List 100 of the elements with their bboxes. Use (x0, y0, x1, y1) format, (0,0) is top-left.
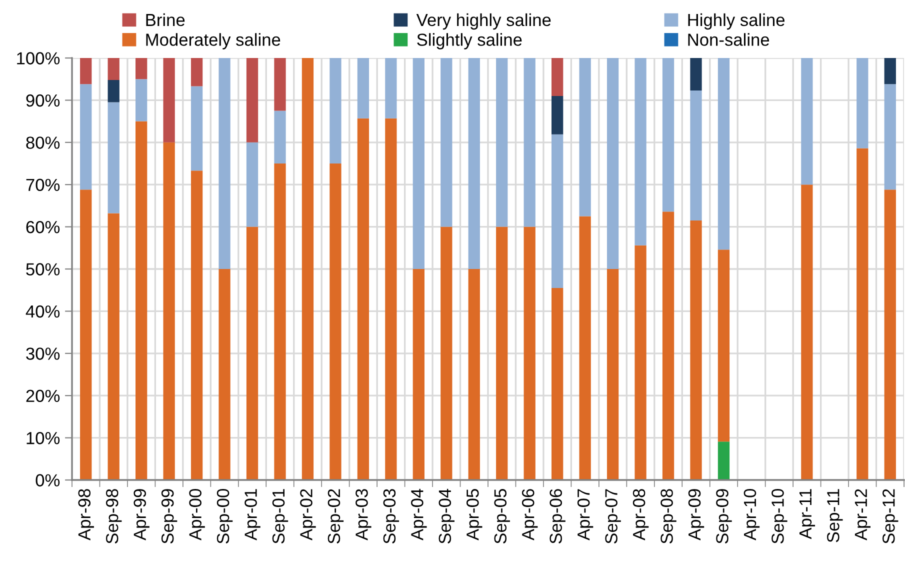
bar (606, 269, 619, 480)
bar (218, 269, 230, 480)
bar (274, 58, 286, 111)
bar (246, 58, 258, 142)
bar (662, 212, 674, 480)
y-tick-label: 100% (17, 52, 60, 64)
y-tick-label: 20% (26, 390, 60, 402)
bar (856, 148, 868, 480)
y-tick-label: 0% (36, 474, 60, 486)
bar (108, 58, 120, 80)
x-tick-label: Sep-02 (328, 489, 344, 544)
x-tick-label: Apr-99 (134, 489, 150, 540)
x-tick-label: Apr-02 (300, 489, 316, 540)
x-tick-label: Sep-05 (494, 489, 510, 544)
bar (190, 86, 203, 171)
bar (190, 58, 203, 86)
x-tick-label: Sep-10 (772, 489, 788, 544)
bar (718, 250, 730, 442)
bar (634, 245, 646, 480)
bar (136, 121, 148, 480)
bar (801, 58, 813, 185)
bar (496, 226, 508, 480)
bar (136, 58, 148, 80)
bar (218, 58, 230, 269)
legend-label: Highly saline (688, 13, 784, 30)
bar (440, 226, 452, 480)
x-tick-label: Apr-06 (522, 489, 538, 540)
x-tick-label: Sep-12 (882, 489, 898, 544)
x-tick-label: Apr-08 (632, 489, 649, 540)
x-tick-label: Sep-00 (216, 489, 233, 544)
y-tick-label: 70% (26, 178, 60, 192)
x-tick-label: Apr-12 (854, 489, 870, 540)
x-tick-label: Sep-99 (161, 489, 178, 544)
bar (108, 80, 120, 102)
x-tick-label: Sep-07 (605, 489, 621, 544)
bar (80, 84, 92, 190)
bar (884, 84, 896, 190)
x-tick-label: Apr-04 (411, 488, 427, 540)
x-tick-label: Apr-01 (244, 489, 260, 540)
x-tick-label: Sep-04 (438, 488, 454, 544)
bar (634, 58, 646, 246)
bar (136, 79, 148, 122)
bar (524, 58, 536, 227)
x-tick-label: Sep-98 (106, 489, 122, 544)
y-tick-label: 80% (26, 136, 60, 149)
legend-label: Moderately saline (146, 33, 280, 50)
bar (274, 164, 286, 480)
bar (357, 58, 370, 118)
x-tick-label: Apr-05 (466, 489, 482, 540)
bar (412, 58, 424, 269)
x-tick-label: Sep-09 (716, 489, 732, 544)
legend-label: Non-saline (688, 33, 770, 46)
bar (468, 269, 480, 480)
bar (690, 90, 702, 220)
bar (579, 216, 591, 480)
bar (80, 58, 92, 84)
bar (302, 58, 314, 480)
bar (190, 170, 203, 480)
y-tick-label: 30% (26, 348, 60, 360)
legend-label: Brine (146, 13, 185, 26)
legend-label: Slightly saline (417, 33, 522, 50)
bar (884, 58, 896, 84)
bar (108, 213, 120, 480)
bar (884, 190, 896, 480)
bar (552, 58, 564, 96)
bar (801, 184, 813, 480)
x-tick-label: Apr-00 (189, 489, 205, 540)
bar (468, 58, 480, 269)
bar (385, 118, 397, 480)
y-tick-label: 90% (26, 94, 60, 107)
bar (856, 58, 868, 148)
bar (690, 58, 702, 90)
bar (718, 442, 730, 480)
bar (246, 226, 258, 480)
bar (274, 110, 286, 164)
x-tick-label: Sep-11 (827, 489, 843, 542)
bar (330, 164, 342, 480)
bar (606, 58, 619, 269)
bar (579, 58, 591, 216)
y-tick-label: 40% (26, 305, 60, 318)
bar (662, 58, 674, 212)
bar (496, 58, 508, 227)
bar (385, 58, 397, 118)
x-tick-label: Apr-07 (577, 489, 594, 540)
bar (718, 58, 730, 250)
bar (246, 142, 258, 227)
bar (690, 220, 702, 480)
bar (552, 134, 564, 288)
bar (440, 58, 452, 227)
y-tick-label: 60% (26, 220, 60, 234)
x-tick-label: Sep-01 (272, 489, 288, 544)
bar (163, 142, 175, 480)
bar (524, 226, 536, 480)
bar (552, 96, 564, 134)
x-tick-label: Apr-10 (744, 489, 760, 540)
bar (108, 102, 120, 214)
bar (80, 190, 92, 480)
x-tick-label: Sep-08 (660, 489, 676, 544)
bar (552, 288, 564, 480)
y-tick-label: 50% (26, 263, 60, 276)
